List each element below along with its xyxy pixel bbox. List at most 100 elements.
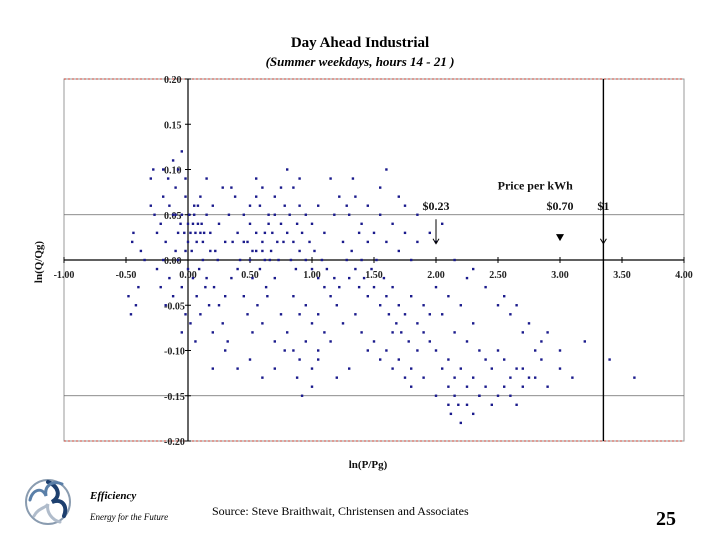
data-point	[217, 222, 221, 225]
data-point	[558, 367, 562, 370]
data-point	[329, 177, 332, 180]
data-point	[176, 258, 180, 262]
data-point	[242, 295, 245, 298]
data-point	[391, 331, 394, 334]
x-tick-label: 1.50	[365, 270, 383, 281]
data-point	[410, 367, 413, 370]
data-point	[231, 240, 234, 244]
y-tick-label: -0.10	[164, 347, 185, 358]
data-point	[186, 267, 190, 271]
data-point	[457, 403, 460, 406]
data-point	[201, 258, 205, 262]
data-point	[313, 249, 316, 253]
data-point	[509, 394, 512, 397]
data-point	[211, 367, 214, 370]
data-point	[447, 403, 450, 406]
data-point	[199, 313, 202, 316]
data-point	[279, 222, 283, 225]
x-tick-label: 0.50	[241, 270, 259, 281]
data-point	[233, 195, 237, 198]
data-point	[357, 231, 361, 235]
data-point	[459, 304, 462, 307]
data-point	[338, 195, 341, 198]
data-point	[300, 231, 304, 235]
data-point	[608, 358, 611, 361]
data-point	[428, 340, 431, 343]
data-point	[391, 285, 394, 289]
data-point	[174, 249, 177, 253]
data-point	[162, 168, 165, 171]
data-point	[205, 177, 208, 180]
data-point	[350, 249, 353, 253]
x-axis-label: ln(P/Pg)	[349, 459, 388, 471]
data-point	[407, 340, 410, 343]
data-point	[193, 213, 196, 216]
data-point	[317, 313, 320, 316]
data-point	[447, 358, 450, 361]
data-point	[159, 285, 162, 289]
data-point	[195, 240, 198, 244]
data-point	[277, 258, 280, 262]
data-point	[366, 349, 369, 352]
data-point	[422, 376, 425, 379]
data-point	[267, 213, 270, 216]
data-point	[212, 285, 216, 289]
data-point	[397, 249, 400, 253]
data-point	[375, 258, 378, 262]
x-tick-label: 3.00	[551, 270, 569, 281]
y-tick-label: -0.20	[164, 437, 185, 448]
data-point	[196, 204, 200, 207]
y-tick-label: -0.15	[164, 392, 185, 403]
data-point	[186, 240, 190, 244]
data-point	[196, 222, 200, 225]
brand-name: Efficiency	[90, 490, 137, 502]
x-tick-label: 0.00	[179, 270, 197, 281]
data-point	[236, 267, 239, 271]
data-point	[325, 267, 329, 271]
data-point	[484, 285, 487, 289]
data-point	[348, 276, 351, 280]
data-point	[162, 195, 165, 198]
data-point	[360, 222, 363, 225]
y-tick-label: 0.00	[164, 256, 182, 267]
x-tick-label: 1.00	[303, 270, 321, 281]
data-point	[453, 331, 456, 334]
data-point	[546, 385, 549, 388]
data-point	[180, 285, 183, 289]
data-point	[279, 313, 283, 316]
data-point	[503, 385, 506, 388]
data-point	[360, 331, 363, 334]
data-point	[416, 240, 419, 244]
data-point	[317, 358, 320, 361]
data-point	[255, 195, 258, 198]
data-point	[333, 276, 336, 280]
data-point	[174, 213, 177, 216]
page-number: 25	[656, 508, 676, 530]
y-axis-label: ln(Q/Qg)	[33, 241, 45, 284]
data-point	[139, 249, 143, 253]
data-point	[261, 186, 264, 189]
data-point	[372, 340, 376, 343]
data-point	[294, 267, 298, 271]
data-point	[194, 340, 197, 343]
data-point	[283, 349, 286, 352]
data-point	[214, 249, 217, 253]
data-point	[209, 249, 212, 253]
data-point	[496, 304, 500, 307]
data-point	[391, 367, 394, 370]
data-point	[385, 295, 388, 298]
data-point	[143, 258, 146, 262]
data-point	[490, 403, 493, 406]
data-point	[224, 349, 227, 352]
data-point	[521, 331, 524, 334]
data-point	[387, 313, 391, 316]
data-point	[261, 376, 264, 379]
data-point	[323, 331, 326, 334]
data-point	[540, 340, 543, 343]
data-point	[484, 385, 487, 388]
y-tick-label: 0.10	[164, 166, 182, 177]
data-point	[184, 249, 187, 253]
data-point	[329, 340, 332, 343]
data-point	[164, 240, 167, 244]
data-point	[304, 258, 307, 262]
